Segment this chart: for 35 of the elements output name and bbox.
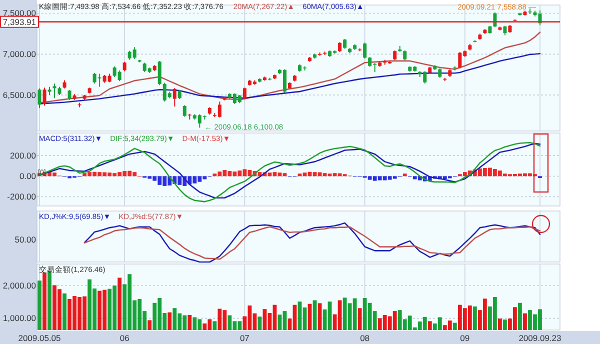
candlestick [182, 104, 186, 118]
y-tick-label: 7,500.00 [2, 8, 36, 18]
candlestick [343, 38, 347, 50]
candlestick [172, 88, 176, 107]
candlestick [68, 90, 72, 100]
y-tick-label: 1,000.00 [2, 313, 36, 324]
line-series [38, 52, 541, 104]
x-tick-label: 2009.09.23 [518, 333, 562, 343]
x-tick-label: 06 [120, 333, 130, 343]
candlestick [52, 83, 56, 99]
candlestick [503, 25, 507, 36]
candlestick [438, 68, 442, 78]
bar [402, 174, 407, 176]
ref-line-label: 7,393.91 [2, 16, 36, 27]
candlestick [38, 88, 42, 109]
y-tick-label: 2,000.00 [2, 280, 36, 291]
line-series [38, 32, 541, 104]
candlestick [42, 87, 46, 106]
y-tick-label: 6,500.00 [2, 90, 36, 100]
y-tick-label: 200.00 [10, 150, 36, 161]
x-tick-label: 09 [460, 333, 470, 343]
y-tick-label: -200.00 [7, 192, 36, 202]
x-tick-label: 08 [360, 333, 370, 343]
candlestick [122, 61, 126, 72]
candlestick [158, 60, 162, 86]
y-tick-label: 0.00 [19, 171, 36, 182]
candlestick [338, 42, 342, 53]
candlestick [393, 50, 397, 61]
y-tick-label: 7,000.00 [2, 49, 36, 60]
candlestick [242, 87, 246, 100]
candlestick [403, 50, 407, 61]
x-tick-label: 07 [240, 333, 250, 343]
text: 50.00 [14, 234, 36, 244]
x-tick-label: 2009.05.05 [18, 333, 62, 343]
candlestick [363, 42, 367, 60]
